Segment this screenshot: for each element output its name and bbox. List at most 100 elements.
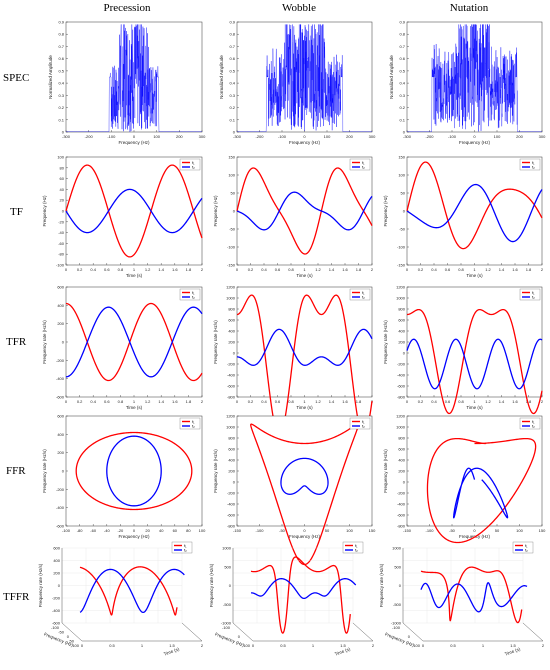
legend-f1-label: f₁: [532, 160, 535, 165]
x-tick-label: 0.4: [431, 267, 437, 272]
legend-f1-label: f₁: [362, 290, 365, 295]
y-axis-label: Frequency rate (Hz/s): [213, 320, 218, 364]
legend-box: [179, 288, 201, 301]
x-tick-label: 1.2: [315, 399, 321, 404]
y-tick-label: -40: [58, 230, 65, 235]
spectrum-line: [407, 24, 542, 132]
y-tick-label: 0: [229, 583, 232, 588]
legend-f2-label: f₂: [192, 165, 195, 170]
y-tick-label: -600: [397, 384, 406, 389]
x-tick-label: 1.8: [526, 399, 532, 404]
f2-series-line: [65, 306, 203, 378]
x-axis-label: Frequency (Hz): [289, 140, 321, 145]
x-tick-label: 50: [70, 639, 75, 644]
x-tick-label: 1.6: [512, 267, 518, 272]
y-tick-label: 1000: [226, 296, 236, 301]
plots-layer: -300 -200 -100 0 100 200 30000.10.20.30.40.50.…: [38, 20, 546, 657]
x-axis-label: Time (s): [126, 273, 143, 278]
legend-box: [179, 158, 201, 171]
x-tick-label: 1: [303, 267, 306, 272]
x-tick-label: 2: [371, 267, 374, 272]
x-tick-label: 1.4: [158, 267, 164, 272]
x-tick-label: 300: [369, 134, 376, 139]
time-axis-label: Time (s): [334, 646, 352, 656]
x-tick-label: 200: [176, 134, 183, 139]
row-label-tf: TF: [10, 206, 23, 218]
x-tick-label: 1.8: [186, 399, 192, 404]
y-tick-label: 1000: [226, 425, 236, 430]
y-tick-label: 1000: [396, 425, 406, 430]
time-tick-label: 1.5: [169, 643, 175, 648]
legend-box: [512, 541, 534, 554]
x-tick-label: 0.8: [118, 267, 124, 272]
plot-frame: [236, 415, 373, 527]
y-tick-label: 1200: [396, 285, 406, 290]
x-tick-label: -100: [448, 134, 457, 139]
legend-f1-label: f₁: [362, 160, 365, 165]
y-axis-label: Frequency (Hz): [42, 195, 47, 227]
y-tick-label: -600: [52, 621, 61, 626]
y-axis-label: Normalized Amplitude: [219, 55, 224, 99]
x-tick-label: 0.8: [458, 399, 464, 404]
y-tick-label: -200: [397, 491, 406, 496]
x-tick-label: 1.2: [485, 399, 491, 404]
x-tick-label: -100: [222, 625, 231, 630]
f2-series-line: [236, 328, 373, 366]
y-tick-label: -400: [227, 502, 236, 507]
y-tick-label: 0.1: [229, 117, 235, 122]
f2-series-line: [79, 568, 185, 614]
f2-series-line: [106, 435, 162, 507]
x-tick-label: 200: [346, 134, 353, 139]
y-tick-label: 0.5: [58, 68, 64, 73]
y-tick-label: 0.7: [58, 44, 64, 49]
axis-edge: [352, 622, 374, 642]
x-tick-label: 150: [539, 528, 546, 533]
y-tick-label: -1000: [391, 621, 402, 626]
y-tick-label: -500: [393, 602, 402, 607]
x-tick-label: 60: [173, 528, 178, 533]
x-tick-label: 0.8: [118, 399, 124, 404]
y-tick-label: -600: [397, 513, 406, 518]
y-tick-label: 400: [228, 329, 235, 334]
f2-series-line: [452, 467, 509, 519]
f2-series-line: [250, 578, 357, 600]
time-tick-label: 0: [81, 643, 84, 648]
x-tick-label: 0.4: [90, 399, 96, 404]
y-tick-label: 0: [233, 130, 236, 135]
y-tick-label: 0: [403, 480, 406, 485]
y-tick-label: 0: [233, 351, 236, 356]
x-tick-label: 0: [133, 134, 136, 139]
x-tick-label: 80: [186, 528, 191, 533]
x-tick-label: 1.8: [526, 267, 532, 272]
y-axis-label: Frequency rate (Hz/s): [213, 449, 218, 493]
legend-box: [171, 541, 193, 554]
y-tick-label: 0.4: [58, 81, 64, 86]
time-tick-label: 0: [252, 643, 255, 648]
y-tick-label: 50: [231, 191, 236, 196]
y-tick-label: 150: [398, 155, 405, 160]
legend-box: [519, 288, 541, 301]
x-axis-label: Frequency (Hz): [214, 631, 245, 647]
y-tick-label: 600: [398, 447, 405, 452]
y-tick-label: 0.5: [399, 68, 405, 73]
column-title-nutation: Nutation: [450, 2, 489, 14]
x-tick-label: -300: [403, 134, 412, 139]
x-tick-label: 1.6: [342, 267, 348, 272]
axis-edge: [402, 622, 424, 642]
y-tick-label: 0.8: [399, 32, 405, 37]
y-tick-label: -400: [56, 376, 65, 381]
legend-f2-label: f₂: [362, 295, 365, 300]
y-axis-label: Frequency (Hz): [383, 195, 388, 227]
x-tick-label: -100: [255, 528, 264, 533]
plot-frame: [65, 156, 203, 266]
y-tick-label: 400: [57, 432, 64, 437]
y-tick-label: -800: [397, 524, 406, 529]
y-tick-label: 800: [228, 307, 235, 312]
f2-series-line: [236, 191, 373, 231]
y-tick-label: 0.9: [399, 20, 405, 25]
x-tick-label: 0: [236, 399, 239, 404]
f1-series-line: [420, 566, 523, 624]
x-tick-label: -80: [77, 528, 84, 533]
x-tick-label: 1.2: [145, 267, 151, 272]
legend-f2-label: f₂: [362, 165, 365, 170]
